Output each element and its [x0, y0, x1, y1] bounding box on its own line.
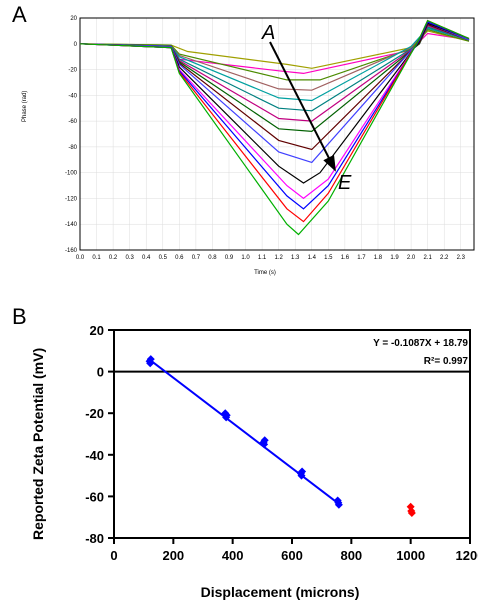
- svg-text:0.1: 0.1: [92, 255, 101, 261]
- svg-text:0.0: 0.0: [76, 255, 85, 261]
- svg-text:2.2: 2.2: [440, 255, 449, 261]
- svg-text:1000: 1000: [396, 548, 425, 563]
- svg-text:0: 0: [74, 42, 78, 48]
- svg-text:-80: -80: [85, 531, 104, 546]
- svg-text:0.9: 0.9: [225, 255, 234, 261]
- svg-text:-100: -100: [65, 171, 78, 177]
- panel-b-label: B: [12, 304, 27, 330]
- svg-text:1.9: 1.9: [390, 255, 399, 261]
- svg-text:-40: -40: [85, 448, 104, 463]
- svg-text:0.7: 0.7: [192, 255, 201, 261]
- svg-text:-40: -40: [68, 93, 77, 99]
- svg-text:2.0: 2.0: [407, 255, 416, 261]
- svg-text:0.5: 0.5: [159, 255, 168, 261]
- svg-text:-140: -140: [65, 222, 78, 228]
- svg-text:1.5: 1.5: [324, 255, 333, 261]
- panel-b-ylabel: Reported Zeta Potential (mV): [30, 348, 46, 540]
- svg-text:600: 600: [281, 548, 303, 563]
- svg-text:0: 0: [110, 548, 117, 563]
- svg-text:1.3: 1.3: [291, 255, 300, 261]
- fit-r2: R²= 0.997: [300, 356, 468, 367]
- svg-text:-20: -20: [85, 406, 104, 421]
- svg-text:-60: -60: [85, 489, 104, 504]
- fit-equation: Y = -0.1087X + 18.79: [300, 338, 468, 349]
- svg-text:1.0: 1.0: [241, 255, 250, 261]
- svg-text:1.6: 1.6: [341, 255, 350, 261]
- svg-text:1.7: 1.7: [357, 255, 366, 261]
- svg-text:0.6: 0.6: [175, 255, 184, 261]
- svg-text:20: 20: [90, 324, 104, 338]
- svg-text:20: 20: [70, 16, 77, 22]
- svg-text:-120: -120: [65, 196, 78, 202]
- arrow-svg: [250, 30, 360, 190]
- svg-text:0.8: 0.8: [208, 255, 217, 261]
- svg-text:0.4: 0.4: [142, 255, 151, 261]
- svg-text:-20: -20: [68, 68, 77, 74]
- svg-text:1.8: 1.8: [374, 255, 383, 261]
- figure-page: A -160 -140 -120 -100 -80 -60 -40 -20 0 20 0.0 0.1 0…: [0, 0, 500, 606]
- svg-text:0: 0: [97, 365, 104, 380]
- svg-text:1.1: 1.1: [258, 255, 267, 261]
- svg-text:1.4: 1.4: [308, 255, 317, 261]
- panel-b-xlabel: Displacement (microns): [130, 584, 430, 600]
- svg-text:-80: -80: [68, 145, 77, 151]
- svg-text:800: 800: [340, 548, 362, 563]
- svg-text:400: 400: [222, 548, 244, 563]
- svg-text:0.3: 0.3: [125, 255, 134, 261]
- svg-text:-160: -160: [65, 248, 78, 254]
- svg-text:-60: -60: [68, 119, 77, 125]
- svg-text:200: 200: [162, 548, 184, 563]
- panel-a-label: A: [12, 2, 27, 28]
- svg-text:2.1: 2.1: [423, 255, 432, 261]
- panel-a-xlabel: Time (s): [50, 270, 480, 276]
- panel-a-ylabel: Phase (rad): [22, 91, 28, 122]
- svg-text:1.2: 1.2: [274, 255, 283, 261]
- svg-text:1200: 1200: [456, 548, 478, 563]
- svg-text:0.2: 0.2: [109, 255, 118, 261]
- svg-text:2.3: 2.3: [457, 255, 466, 261]
